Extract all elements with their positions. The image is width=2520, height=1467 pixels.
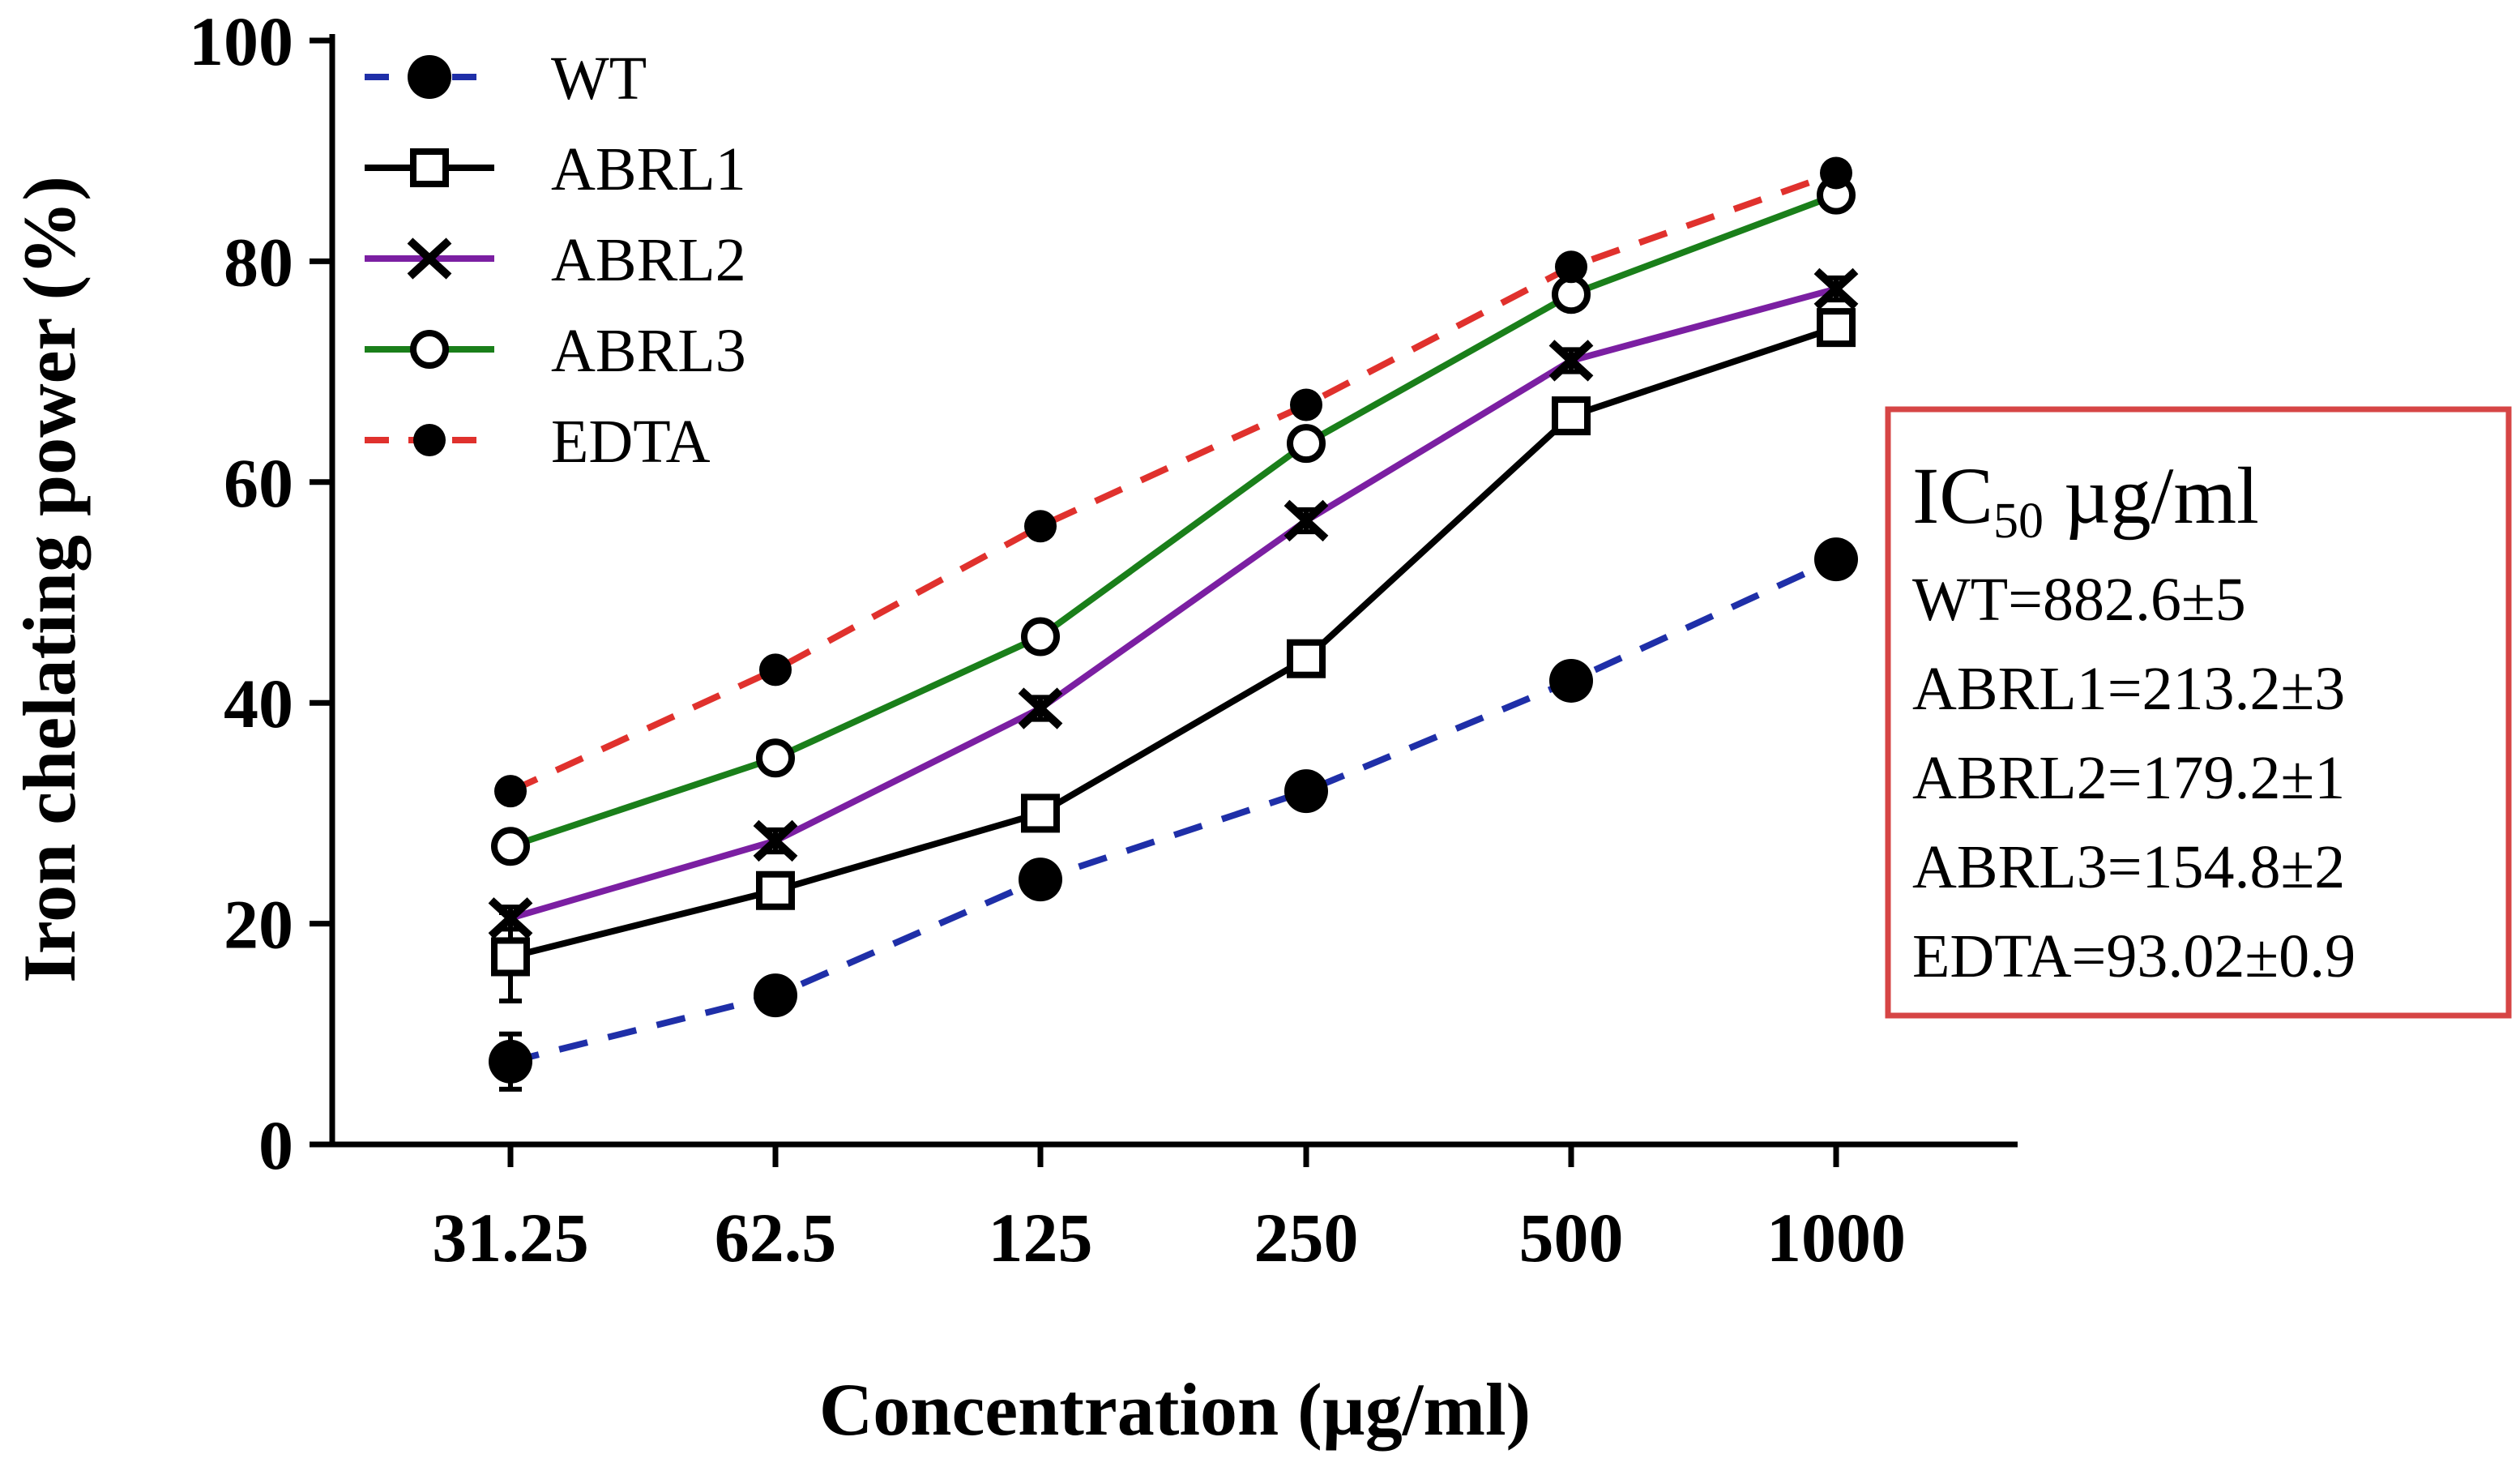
data-point-wt	[754, 973, 797, 1018]
data-point-wt	[1549, 658, 1593, 703]
series-line-wt	[510, 556, 1838, 1065]
data-point-wt	[1284, 769, 1328, 814]
x-tick-label: 500	[1519, 1199, 1624, 1277]
series-line-abrl2	[509, 285, 1838, 922]
x-axis-title: Concentration (µg/ml)	[819, 1368, 1531, 1451]
data-point-abrl2	[1813, 267, 1859, 310]
y-tick-label: 40	[224, 665, 293, 742]
y-tick-label: 0	[258, 1106, 293, 1184]
data-point-abrl3	[1021, 617, 1060, 657]
legend-label-wt: WT	[551, 45, 647, 113]
legend-marker-abrl2	[407, 237, 452, 280]
data-point-abrl1	[1287, 639, 1326, 678]
legend-item-edta: EDTA	[365, 408, 711, 476]
legend-label-abrl3: ABRL3	[551, 317, 746, 385]
x-tick-label: 31.25	[432, 1199, 589, 1277]
x-cross-stroke	[1548, 340, 1594, 382]
data-point-abrl3	[491, 827, 530, 866]
data-point-abrl1	[756, 870, 795, 910]
data-point-edta	[494, 775, 527, 808]
legend-marker-abrl3	[410, 330, 449, 369]
data-point-abrl2	[1018, 687, 1063, 729]
y-axis-title: Iron chelating power (%)	[8, 176, 91, 983]
x-tick-label: 1000	[1766, 1199, 1906, 1277]
ic50-box-title: IC50 µg/ml	[1912, 451, 2259, 549]
series-line-abrl1	[510, 324, 1838, 960]
series-line-edta	[509, 169, 1838, 794]
x-cross-stroke	[1283, 499, 1329, 542]
ic50-annotation: IC50 µg/ml WT=882.6±5 ABRL1=213.2±3 ABRL2=1…	[1885, 406, 2512, 1019]
ic50-value-line: WT=882.6±5	[1912, 566, 2246, 634]
axes-layer: 0 20 40 60 80 100 31.25 62.5 125 250 500 1000 Concen…	[8, 2, 2018, 1451]
data-point-edta	[1290, 388, 1322, 421]
legend-marker-edta	[413, 424, 446, 456]
series-abrl3	[491, 175, 1856, 866]
x-cross-stroke	[753, 819, 798, 862]
data-point-abrl3	[1552, 275, 1591, 314]
legend: WT ABRL1 ABRL2 ABRL3 EDTA	[365, 45, 746, 476]
ic50-value-line: EDTA=93.02±0.9	[1912, 922, 2356, 990]
ic50-box-border	[1885, 406, 2512, 1019]
data-point-abrl3	[1287, 424, 1326, 464]
data-point-abrl2	[1283, 499, 1329, 542]
y-tick-label: 80	[224, 223, 293, 301]
series-wt	[489, 537, 1858, 1092]
data-point-abrl1	[1552, 396, 1591, 436]
data-point-abrl1	[491, 937, 530, 977]
data-point-abrl2	[1548, 340, 1594, 382]
x-cross-stroke	[1018, 687, 1063, 729]
legend-label-abrl2: ABRL2	[551, 226, 746, 294]
legend-item-wt: WT	[365, 45, 647, 113]
data-point-edta	[1024, 510, 1057, 543]
ic50-value-line: ABRL1=213.2±3	[1912, 655, 2345, 723]
series-edta	[494, 156, 1852, 808]
ic50-value-line: ABRL3=154.8±2	[1912, 833, 2345, 901]
x-tick-label: 250	[1254, 1199, 1359, 1277]
x-tick-label: 125	[989, 1199, 1093, 1277]
x-cross-stroke	[407, 237, 452, 280]
ic50-value-line: ABRL2=179.2±1	[1912, 744, 2345, 812]
data-point-edta	[1555, 250, 1587, 284]
data-point-abrl2	[753, 819, 798, 862]
data-point-wt	[489, 1039, 532, 1084]
legend-marker-wt	[408, 55, 451, 99]
data-point-abrl2	[488, 897, 533, 939]
y-tick-label: 20	[224, 886, 293, 964]
legend-label-abrl1: ABRL1	[551, 135, 746, 203]
x-cross-stroke	[488, 897, 533, 939]
y-tick-label: 100	[189, 2, 293, 80]
legend-item-abrl1: ABRL1	[365, 135, 746, 203]
data-point-edta	[759, 653, 792, 686]
legend-item-abrl3: ABRL3	[365, 317, 746, 385]
series-line-abrl3	[509, 191, 1838, 850]
data-point-wt	[1814, 537, 1858, 582]
series-abrl1	[491, 308, 1856, 1003]
x-cross-stroke	[1813, 267, 1859, 310]
data-point-abrl1	[1817, 308, 1856, 348]
legend-marker-abrl1	[410, 148, 449, 187]
series-layer	[488, 156, 1859, 1092]
legend-label-edta: EDTA	[551, 408, 711, 476]
data-point-abrl3	[756, 738, 795, 778]
y-tick-label: 60	[224, 444, 293, 522]
data-point-abrl1	[1021, 793, 1060, 833]
series-abrl2	[488, 267, 1859, 939]
data-point-edta	[1820, 156, 1852, 190]
data-point-wt	[1019, 858, 1062, 902]
legend-item-abrl2: ABRL2	[365, 226, 746, 294]
x-tick-label: 62.5	[715, 1199, 837, 1277]
